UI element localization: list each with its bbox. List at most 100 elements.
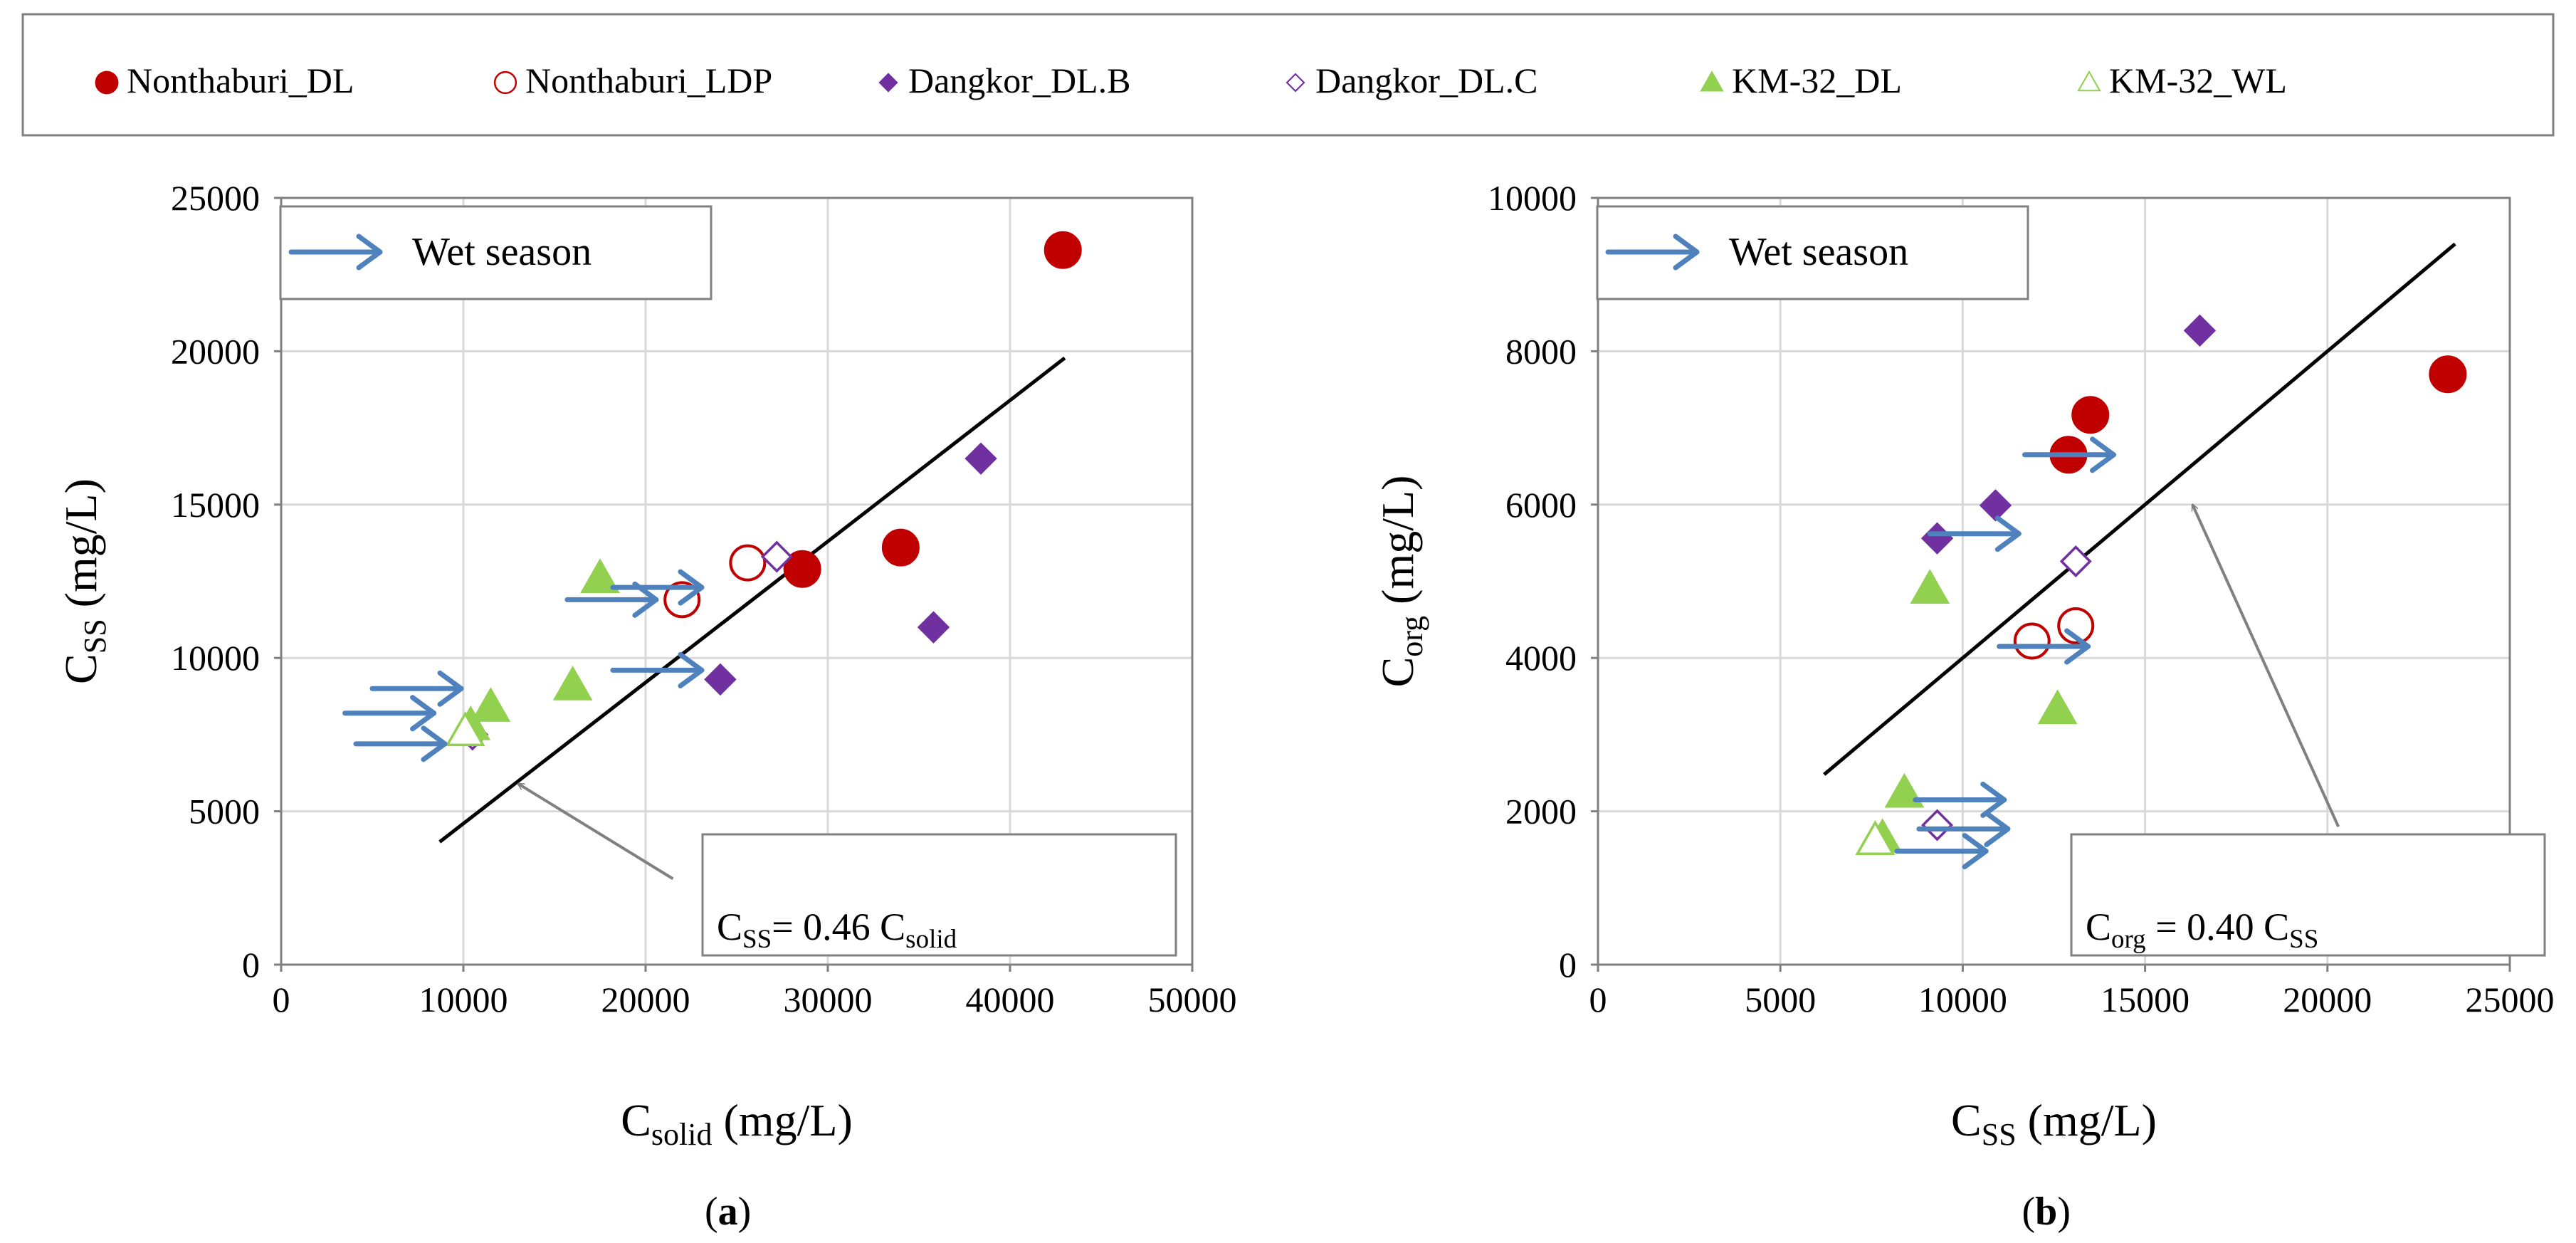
data-point (1855, 819, 1896, 856)
equation-box (701, 833, 1177, 957)
legend-label: Dangkor_DL.B (908, 61, 1130, 100)
x-tick-label: 10000 (1918, 980, 2007, 1019)
y-tick-label: 20000 (171, 331, 260, 371)
data-point (917, 611, 950, 644)
data-point (704, 663, 737, 696)
data-point (1921, 809, 1954, 841)
x-axis-title: CSS (mg/L) (1951, 1095, 2157, 1152)
legend: Nonthaburi_DL Nonthaburi_LDP Dangkor_DL.B D… (21, 13, 2555, 137)
plot-area (280, 196, 1194, 966)
legend-item: KM-32_WL (2077, 61, 2287, 100)
y-tick-label: 10000 (171, 638, 260, 678)
legend-label: Dangkor_DL.C (1315, 61, 1537, 100)
wet-season-arrow (610, 651, 705, 688)
data-point (2057, 607, 2095, 644)
y-tick-label: 10000 (1488, 178, 1577, 218)
y-tick-label: 8000 (1505, 331, 1577, 371)
wet-season-label: Wet season (412, 230, 592, 274)
chart-a: 0 10000 20000 30000 40000 50000 0 5000 10000 1500… (56, 178, 1237, 1234)
legend-item: KM-32_DL (1700, 61, 1902, 100)
legend-label: KM-32_WL (2109, 61, 2287, 100)
legend-item: Dangkor_DL.C (1286, 61, 1537, 100)
x-axis-title: Csolid (mg/L) (621, 1095, 853, 1152)
data-point (964, 442, 997, 475)
data-point (783, 550, 821, 588)
legend-item: Nonthaburi_LDP (493, 61, 772, 100)
data-point (2059, 545, 2092, 577)
x-tick-label: 5000 (1745, 980, 1816, 1019)
legend-box (21, 13, 2555, 137)
x-tick-label: 0 (273, 980, 290, 1019)
data-point (1043, 231, 1082, 269)
data-point (1920, 522, 1954, 555)
x-tick-label: 0 (1589, 980, 1607, 1019)
data-point (2071, 396, 2110, 434)
wet-season-arrow (369, 670, 464, 707)
legend-label: Nonthaburi_DL (127, 61, 354, 100)
equation-pointer (2191, 505, 2340, 827)
fit-line (1823, 242, 2456, 776)
wet-season-legend-arrow (288, 234, 383, 271)
data-point (760, 540, 793, 573)
data-point (1979, 489, 2012, 522)
legend-marker (2077, 70, 2101, 92)
data-point (580, 558, 620, 593)
data-point (881, 528, 920, 567)
legend-marker (95, 70, 119, 95)
data-point (470, 687, 511, 722)
x-tick-label: 30000 (784, 980, 873, 1019)
y-tick-label: 25000 (171, 178, 260, 218)
wet-season-legend-arrow (1605, 234, 1700, 271)
plot-area (1597, 196, 2511, 966)
y-tick-label: 15000 (171, 485, 260, 525)
equation-pointer (518, 782, 674, 881)
wet-season-arrow (1916, 810, 2011, 847)
data-point (729, 544, 767, 582)
wet-season-arrow (1927, 515, 2022, 552)
x-tick-label: 20000 (601, 980, 690, 1019)
wet-season-arrow (1913, 781, 2007, 818)
legend-item: Dangkor_DL.B (878, 61, 1130, 100)
x-tick-label: 40000 (966, 980, 1055, 1019)
wet-season-arrow (342, 695, 437, 732)
data-point (2429, 355, 2467, 394)
legend-marker (1700, 70, 1724, 92)
y-axis-title: Corg (mg/L) (1372, 476, 1429, 688)
legend-marker (878, 73, 898, 93)
equation-label: Corg = 0.40 CSS (2086, 906, 2318, 954)
data-point (2183, 314, 2217, 347)
y-tick-label: 4000 (1505, 638, 1577, 678)
fit-line (438, 356, 1066, 844)
data-point (445, 711, 485, 747)
wet-season-arrow (1997, 628, 2091, 665)
equation-label: CSS= 0.46 Csolid (717, 906, 957, 954)
panel-label: (b) (2022, 1190, 2071, 1234)
y-tick-label: 0 (242, 945, 260, 985)
legend-marker (1286, 73, 1305, 93)
legend-label: Nonthaburi_LDP (525, 61, 772, 100)
x-tick-label: 20000 (2283, 980, 2372, 1019)
legend-item: Nonthaburi_DL (95, 61, 354, 100)
y-axis-title: CSS (mg/L) (56, 478, 112, 684)
y-tick-label: 2000 (1505, 792, 1577, 832)
data-point (2037, 689, 2078, 725)
wet-season-arrow (1894, 833, 1989, 870)
x-tick-label: 10000 (419, 980, 508, 1019)
equation-box (2070, 833, 2546, 957)
y-tick-label: 0 (1559, 945, 1577, 985)
data-point (552, 665, 593, 701)
wet-season-label: Wet season (1729, 230, 1908, 274)
panel-label: (a) (705, 1190, 751, 1234)
data-point (1910, 569, 1950, 604)
x-tick-label: 50000 (1148, 980, 1237, 1019)
x-tick-label: 25000 (2466, 980, 2555, 1019)
data-point (2013, 622, 2051, 660)
wet-season-arrow (2022, 436, 2117, 473)
legend-label: KM-32_DL (1732, 61, 1902, 100)
x-tick-label: 15000 (2101, 980, 2189, 1019)
wet-season-arrow (353, 725, 448, 762)
chart-b: 0 5000 10000 15000 20000 25000 0 2000 4000 6000 80… (1372, 178, 2555, 1234)
y-tick-label: 6000 (1505, 485, 1577, 525)
legend-marker (493, 70, 517, 95)
